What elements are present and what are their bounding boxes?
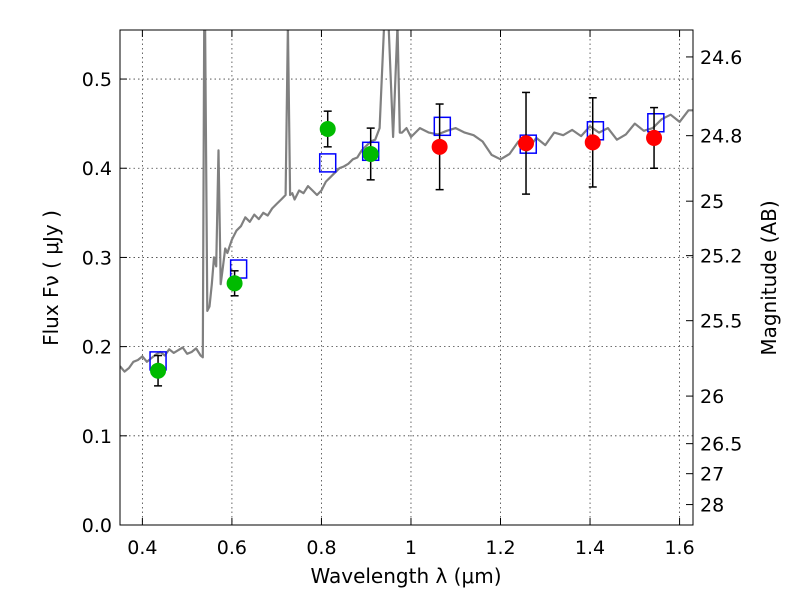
y-axis-right-label: Magnitude (AB) bbox=[757, 200, 781, 355]
model-square-point bbox=[318, 153, 337, 173]
observed-flux-point bbox=[150, 362, 167, 379]
observed-flux-point bbox=[431, 138, 448, 155]
x-tick-label: 1.2 bbox=[485, 537, 515, 559]
y-axis-label: Flux Fν ( μJy ) bbox=[39, 210, 63, 346]
data-markers bbox=[149, 91, 665, 387]
observed-flux-point bbox=[584, 134, 601, 151]
x-tick-label: 0.6 bbox=[217, 537, 247, 559]
model-square-point bbox=[229, 259, 248, 279]
x-tick-label: 1.4 bbox=[575, 537, 605, 559]
y-tick-label: 0.3 bbox=[82, 247, 112, 269]
y-tick-label: 0.4 bbox=[82, 158, 112, 180]
y-tick-label: 0.5 bbox=[82, 69, 112, 91]
mag-tick-label: 28 bbox=[700, 495, 724, 517]
plot-frame bbox=[119, 29, 694, 526]
observed-flux-point bbox=[226, 275, 243, 292]
mag-tick-label: 24.6 bbox=[700, 47, 742, 69]
x-tick-label: 1.6 bbox=[664, 537, 694, 559]
mag-tick-label: 25 bbox=[700, 191, 724, 213]
y-tick-label: 0.1 bbox=[82, 426, 112, 448]
spectrum-line bbox=[120, 30, 693, 373]
observed-flux-point bbox=[319, 121, 336, 137]
model-spectrum bbox=[120, 30, 693, 373]
axis-ticks: 0.4 0.6 0.8 1 1.2 1.4 1.6 0.0 0.1 0.2 0.3 0.4 0.5 24.… bbox=[82, 30, 742, 559]
mag-tick-label: 27 bbox=[700, 464, 724, 486]
x-tick-label: 1 bbox=[405, 537, 417, 559]
mag-tick-label: 26 bbox=[700, 386, 724, 408]
mag-tick-label: 25.2 bbox=[700, 246, 742, 268]
mag-tick-label: 25.5 bbox=[700, 311, 742, 333]
mag-tick-label: 24.8 bbox=[700, 126, 742, 148]
model-square-point bbox=[433, 116, 452, 137]
y-tick-label: 0.2 bbox=[82, 337, 112, 359]
y-tick-label: 0.0 bbox=[82, 515, 112, 537]
x-tick-label: 0.4 bbox=[127, 537, 157, 559]
observed-flux-point bbox=[362, 145, 379, 162]
observed-flux-point bbox=[646, 129, 663, 146]
x-axis-label: Wavelength λ (μm) bbox=[310, 564, 501, 588]
x-tick-label: 0.8 bbox=[306, 537, 336, 559]
observed-flux-point bbox=[518, 135, 535, 152]
mag-tick-label: 26.5 bbox=[700, 434, 742, 456]
